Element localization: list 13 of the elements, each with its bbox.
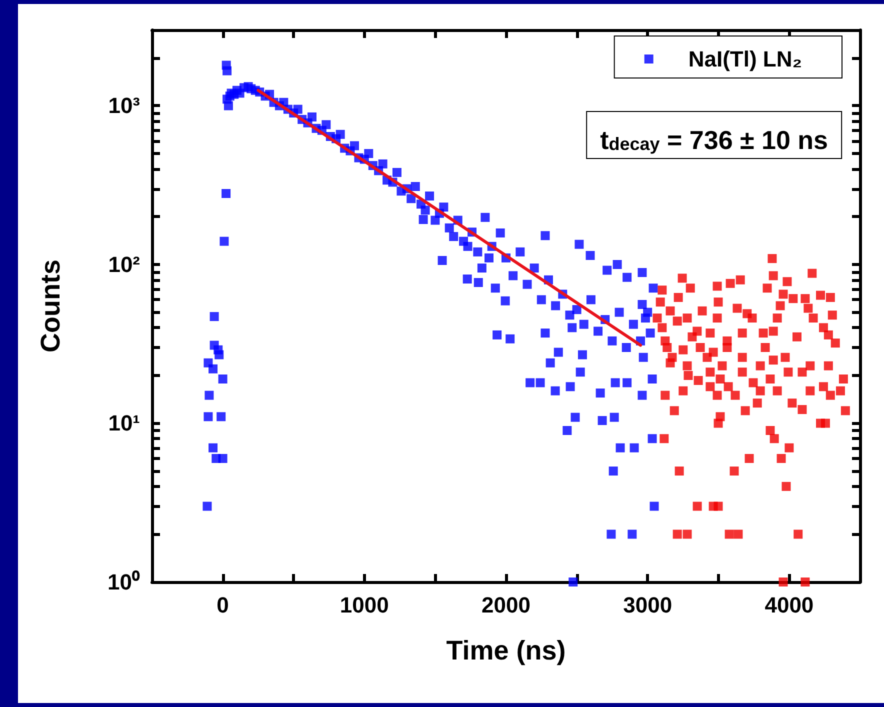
x-tick-label: 4000 [764,592,814,618]
x-axis-title: Time (ns) [446,636,566,666]
legend-label: NaI(Tl) LN₂ [688,46,802,72]
x-tick-label: 0 [216,592,229,618]
y-tick-label: 10³ [108,93,140,118]
annotation: tdecay = 736 ± 10 ns [600,125,828,155]
x-tick-label: 3000 [623,592,672,618]
y-tick-label: 10² [108,252,140,277]
y-axis-title: Counts [36,260,66,352]
x-tick-label: 2000 [482,592,530,618]
x-tick-label: 1000 [340,592,389,618]
y-tick-label: 10⁰ [108,570,140,594]
y-tick-label: 10¹ [108,410,140,436]
